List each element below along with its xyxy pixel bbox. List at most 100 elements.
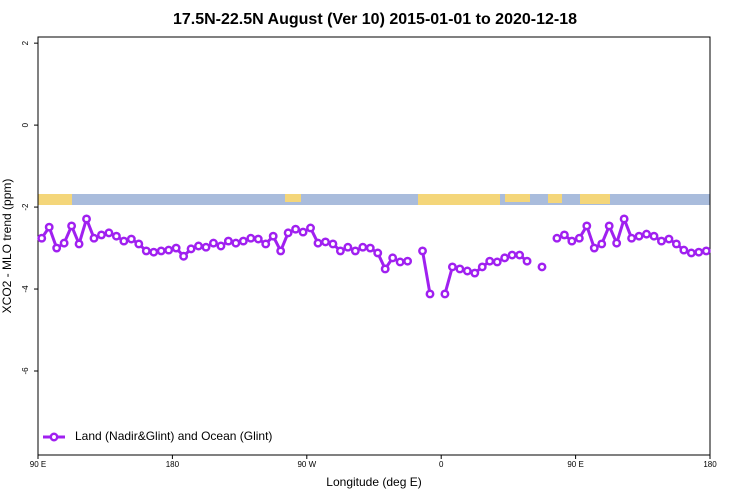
data-point: [537, 262, 547, 272]
land-patch: [38, 194, 72, 205]
data-point: [313, 238, 323, 248]
data-point: [253, 234, 263, 244]
data-point: [276, 246, 286, 256]
ocean-band: [38, 194, 710, 205]
data-point: [522, 256, 532, 266]
data-point: [440, 289, 450, 299]
data-point: [574, 233, 584, 243]
x-tick-label: 180: [166, 460, 180, 469]
data-point: [380, 264, 390, 274]
data-point: [597, 239, 607, 249]
data-point: [179, 251, 189, 261]
data-point: [321, 237, 330, 247]
data-point: [44, 222, 54, 232]
plot-frame: [37, 36, 711, 456]
data-point: [604, 221, 614, 231]
x-tick-label: 90 E: [567, 460, 583, 469]
data-point: [141, 246, 151, 256]
data-point: [671, 239, 681, 249]
data-point: [567, 236, 577, 246]
data-point: [194, 241, 203, 251]
data-point: [201, 242, 211, 252]
x-axis-label: Longitude (deg E): [326, 475, 421, 489]
x-tick-label: 90 W: [297, 460, 316, 469]
data-point: [403, 256, 413, 266]
data-point: [686, 248, 696, 258]
data-point: [231, 238, 241, 248]
y-tick-label: -6: [21, 367, 30, 375]
y-axis-label: XCO2 - MLO trend (ppm): [0, 179, 14, 314]
data-point: [134, 239, 144, 249]
y-tick-label: -2: [21, 203, 30, 211]
data-point: [470, 268, 480, 278]
data-point: [164, 245, 174, 255]
data-point: [388, 253, 398, 263]
data-point: [559, 230, 569, 240]
data-point: [477, 262, 487, 272]
data-point: [149, 247, 159, 257]
series-line: [40, 217, 707, 295]
data-point: [306, 223, 315, 233]
x-tick-label: 0: [439, 460, 444, 469]
y-tick-label: 2: [21, 40, 30, 45]
data-point: [612, 238, 622, 248]
data-point: [111, 231, 121, 241]
land-patch: [548, 194, 562, 203]
data-point: [209, 238, 218, 248]
data-point: [246, 233, 256, 243]
data-point: [97, 230, 106, 240]
data-point: [373, 248, 383, 258]
data-point: [238, 236, 248, 246]
data-point: [358, 242, 368, 252]
data-point: [515, 250, 525, 260]
data-point: [701, 246, 711, 256]
data-point: [261, 239, 271, 249]
data-point: [492, 257, 502, 267]
data-point: [89, 233, 99, 243]
data-point: [37, 233, 47, 243]
data-point: [104, 228, 114, 238]
data-point: [425, 289, 435, 299]
land-patch: [285, 194, 301, 202]
data-point: [485, 256, 495, 266]
map-strip: [38, 194, 710, 205]
data-point: [642, 229, 651, 239]
data-point: [552, 233, 562, 243]
land-patch: [418, 194, 500, 205]
data-point: [679, 245, 689, 255]
data-point: [634, 231, 644, 241]
data-point: [343, 242, 353, 252]
data-point: [418, 246, 427, 256]
data-point: [283, 228, 293, 238]
data-point: [694, 247, 704, 257]
data-point: [657, 236, 666, 246]
data-point: [126, 234, 136, 244]
data-point: [52, 243, 62, 253]
data-point: [649, 231, 659, 241]
data-point: [447, 262, 457, 272]
legend-label: Land (Nadir&Glint) and Ocean (Glint): [75, 429, 272, 443]
data-point: [82, 214, 91, 224]
data-point: [582, 221, 592, 231]
data-point: [74, 239, 84, 249]
data-point: [507, 250, 517, 260]
data-point: [216, 241, 226, 251]
data-point: [156, 246, 166, 256]
legend-marker: [49, 432, 59, 442]
x-tick-label: 90 E: [30, 460, 46, 469]
chart-title: 17.5N-22.5N August (Ver 10) 2015-01-01 t…: [173, 11, 577, 28]
data-point: [186, 244, 196, 254]
data-point: [365, 243, 375, 253]
y-tick-label: -4: [21, 285, 30, 293]
data-point: [328, 239, 338, 249]
data-point: [619, 214, 629, 224]
data-point: [59, 238, 69, 248]
data-point: [171, 243, 181, 253]
data-point: [223, 236, 233, 246]
data-point: [664, 234, 674, 244]
data-point: [298, 227, 308, 237]
land-patch: [505, 194, 530, 202]
data-point: [119, 236, 129, 246]
data-point: [500, 253, 510, 263]
